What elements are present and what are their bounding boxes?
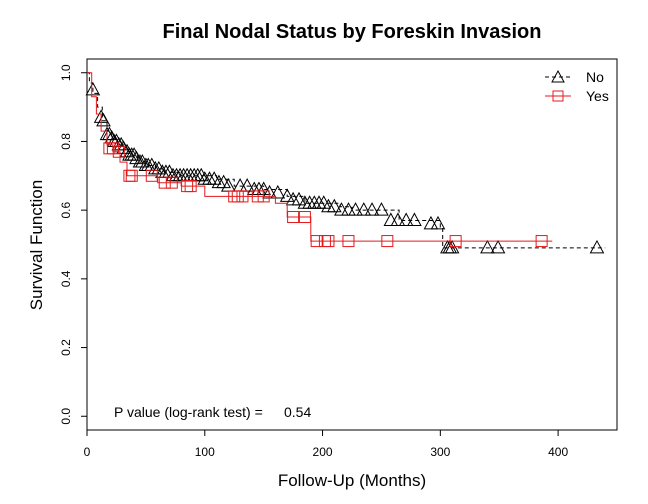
censor-mark-no <box>151 160 167 175</box>
censor-mark-no <box>390 212 406 226</box>
censor-mark-yes <box>145 169 158 182</box>
censor-mark-yes <box>322 235 335 248</box>
censor-mark-no <box>193 167 209 182</box>
x-tick-label: 300 <box>430 445 450 459</box>
y-tick-label: 0.2 <box>59 339 73 356</box>
series-yes <box>87 72 553 248</box>
y-tick-label: 1.0 <box>59 64 73 81</box>
censor-mark-yes <box>165 176 178 189</box>
censor-mark-yes <box>125 169 138 182</box>
x-tick-label: 100 <box>195 445 215 459</box>
censor-mark-yes <box>535 235 548 248</box>
chart-title: Final Nodal Status by Foreskin Invasion <box>163 21 542 43</box>
censor-mark-no <box>270 184 286 199</box>
p-value-label: P value (log-rank test) = <box>114 404 263 420</box>
censor-mark-no <box>430 215 446 230</box>
survival-curve-yes <box>87 72 553 242</box>
y-tick-label: 0.8 <box>59 133 73 150</box>
x-axis: 0 100 200 300 400 <box>84 430 568 459</box>
legend-marker-yes <box>552 90 564 102</box>
censor-mark-yes <box>449 235 462 248</box>
censor-mark-no <box>398 212 414 226</box>
y-tick-label: 0.6 <box>59 201 73 218</box>
y-axis-label: Survival Function <box>27 180 46 310</box>
series-layer <box>85 72 606 254</box>
censor-mark-no <box>96 112 111 127</box>
censor-mark-no <box>589 239 605 254</box>
censor-mark-no <box>202 171 217 185</box>
censor-mark-no <box>356 202 372 216</box>
x-tick-label: 0 <box>84 445 91 459</box>
censor-mark-no <box>306 195 322 209</box>
censor-mark-yes <box>381 235 394 248</box>
y-tick-label: 0.0 <box>59 408 73 425</box>
legend: No Yes <box>545 69 609 104</box>
censor-mark-yes <box>342 235 355 248</box>
x-tick-label: 400 <box>548 445 568 459</box>
censor-mark-no <box>326 198 342 213</box>
censor-mark-yes <box>257 190 270 203</box>
survival-curve-no <box>87 72 606 249</box>
censor-mark-yes <box>112 145 125 158</box>
legend-label-no: No <box>586 69 604 85</box>
censor-mark-no <box>423 215 439 230</box>
censor-mark-yes <box>184 180 197 193</box>
censor-mark-no <box>85 81 101 96</box>
censor-mark-yes <box>310 235 323 248</box>
censor-mark-no <box>311 195 327 209</box>
censor-mark-no <box>135 154 150 168</box>
legend-label-yes: Yes <box>586 88 609 104</box>
censor-mark-yes <box>236 190 249 203</box>
censor-mark-no <box>316 195 332 209</box>
y-axis: 0.0 0.2 0.4 0.6 0.8 1.0 <box>59 64 87 425</box>
censor-mark-yes <box>298 211 311 224</box>
censor-mark-no <box>364 202 380 216</box>
censor-mark-no <box>239 178 255 192</box>
legend-marker-no <box>551 69 565 83</box>
censor-mark-yes <box>287 211 300 224</box>
p-value: 0.54 <box>284 404 311 420</box>
y-tick-label: 0.4 <box>59 270 73 287</box>
censor-mark-no <box>374 202 389 216</box>
plot-frame <box>86 58 618 431</box>
censor-mark-no <box>490 239 506 254</box>
censor-mark-no <box>279 188 295 202</box>
censor-mark-no <box>407 212 422 226</box>
censor-mark-no <box>348 202 363 216</box>
censor-mark-no <box>341 202 356 216</box>
censor-mark-no <box>116 140 131 154</box>
censor-mark-no <box>480 239 495 254</box>
x-tick-label: 200 <box>313 445 333 459</box>
censor-mark-no <box>232 178 248 192</box>
censor-mark-no <box>291 191 307 206</box>
censor-mark-no <box>206 171 222 185</box>
x-axis-label: Follow-Up (Months) <box>278 471 426 490</box>
censor-mark-no <box>129 150 144 165</box>
censor-mark-yes <box>158 176 171 189</box>
series-no <box>85 72 606 254</box>
